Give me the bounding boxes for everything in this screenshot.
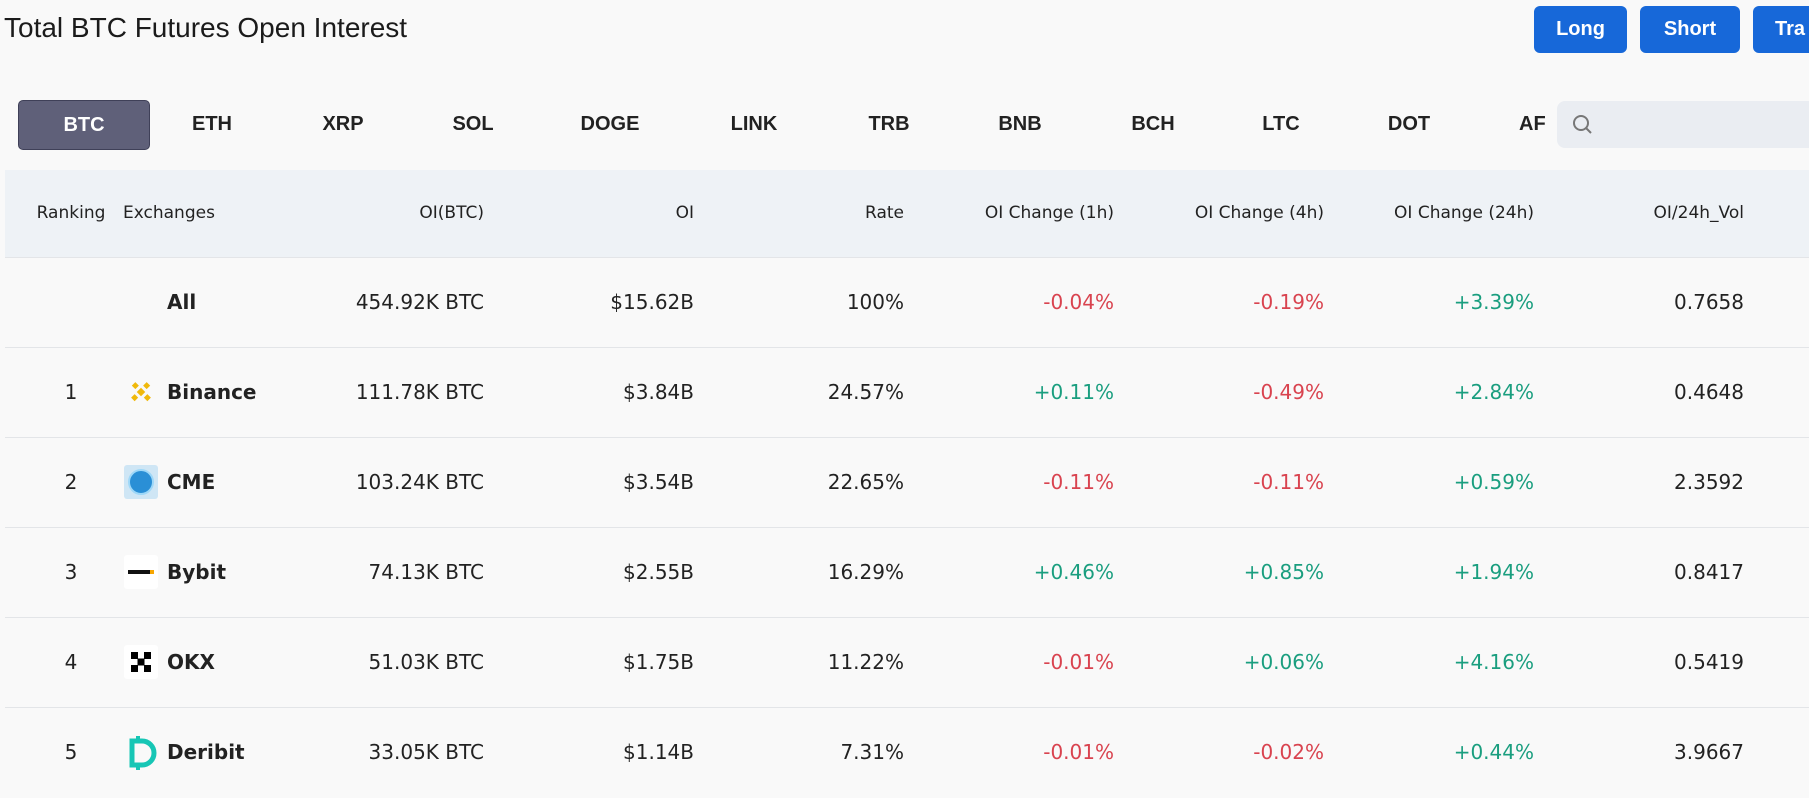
column-header: OI(BTC) — [419, 203, 484, 223]
rank: 3 — [64, 560, 78, 584]
table-cell: +2.84% — [1453, 380, 1534, 404]
coin-tab[interactable]: BNB — [998, 113, 1042, 135]
exchange-name: CME — [167, 470, 216, 494]
table-cell: -0.19% — [1253, 290, 1324, 314]
table-row — [5, 347, 1809, 438]
column-header: OI/24h_Vol — [1653, 203, 1744, 223]
table-cell: +0.59% — [1453, 470, 1534, 494]
table-cell: -0.49% — [1253, 380, 1324, 404]
column-header: OI Change (24h) — [1394, 203, 1534, 223]
column-header: Ranking — [36, 203, 106, 223]
coin-tab[interactable]: BCH — [1131, 113, 1175, 135]
table-cell: 33.05K BTC — [368, 740, 484, 764]
exchange-name: Deribit — [167, 740, 245, 764]
short-button[interactable]: Short — [1640, 6, 1740, 53]
table-cell: -0.04% — [1043, 290, 1114, 314]
table-cell: $1.14B — [623, 740, 694, 764]
exchange-name: Binance — [167, 380, 257, 404]
table-cell: $15.62B — [610, 290, 694, 314]
table-row — [5, 707, 1809, 798]
search-icon — [1573, 115, 1592, 134]
table-cell: -0.02% — [1253, 740, 1324, 764]
search-box[interactable] — [1557, 101, 1809, 148]
coin-tab[interactable]: AF — [1519, 113, 1546, 135]
column-header: OI — [675, 203, 694, 223]
coin-tab[interactable]: XRP — [322, 113, 364, 135]
table-cell: +1.94% — [1453, 560, 1534, 584]
table-row — [5, 527, 1809, 618]
table-cell: +3.39% — [1453, 290, 1534, 314]
table-cell: -0.11% — [1253, 470, 1324, 494]
table-cell: 0.5419 — [1674, 650, 1744, 674]
rank: 2 — [64, 470, 78, 494]
rank: 5 — [64, 740, 78, 764]
exchange-logo — [124, 555, 158, 593]
coin-tab[interactable]: DOT — [1387, 113, 1431, 135]
column-header: OI Change (4h) — [1194, 203, 1324, 223]
table-cell: +4.16% — [1453, 650, 1534, 674]
exchange-logo — [124, 375, 158, 413]
table-cell: 454.92K BTC — [355, 290, 484, 314]
table-cell: 24.57% — [827, 380, 904, 404]
table-row — [5, 617, 1809, 708]
table-cell: +0.06% — [1243, 650, 1324, 674]
table-cell: -0.01% — [1043, 650, 1114, 674]
table-cell: 0.4648 — [1674, 380, 1744, 404]
table-cell: -0.11% — [1043, 470, 1114, 494]
table-cell: 100% — [846, 290, 904, 314]
coin-tab[interactable]: BTC — [18, 100, 150, 150]
table-cell: -0.01% — [1043, 740, 1114, 764]
table-row — [5, 437, 1809, 528]
trade-button[interactable]: Tra — [1753, 6, 1809, 53]
page-title: Total BTC Futures Open Interest — [4, 12, 408, 43]
table-cell: 16.29% — [827, 560, 904, 584]
column-header: OI Change (1h) — [984, 203, 1114, 223]
table-cell: +0.11% — [1033, 380, 1114, 404]
table-cell: 103.24K BTC — [355, 470, 484, 494]
table-cell: +0.44% — [1453, 740, 1534, 764]
long-button[interactable]: Long — [1534, 6, 1627, 53]
table-cell: 74.13K BTC — [368, 560, 484, 584]
rank: 4 — [64, 650, 78, 674]
table-cell: $1.75B — [623, 650, 694, 674]
coin-tab[interactable]: LTC — [1262, 113, 1300, 135]
table-cell: 2.3592 — [1674, 470, 1744, 494]
coin-tab[interactable]: SOL — [452, 113, 494, 135]
exchange-name: All — [167, 290, 197, 314]
coin-tab[interactable]: DOGE — [580, 113, 640, 135]
column-header: Exchanges — [123, 203, 215, 223]
table-cell: 11.22% — [827, 650, 904, 674]
coin-tab[interactable]: LINK — [730, 113, 778, 135]
table-row — [5, 257, 1809, 348]
exchange-logo — [124, 645, 158, 683]
exchange-logo — [124, 735, 160, 775]
coin-tab[interactable]: TRB — [868, 113, 910, 135]
exchange-logo — [124, 465, 158, 503]
column-header: Rate — [865, 203, 904, 223]
table-cell: 0.8417 — [1674, 560, 1744, 584]
table-cell: 0.7658 — [1674, 290, 1744, 314]
coin-tab[interactable]: ETH — [192, 113, 232, 135]
rank: 1 — [64, 380, 78, 404]
table-cell: $2.55B — [623, 560, 694, 584]
table-cell: $3.84B — [623, 380, 694, 404]
table-cell: +0.85% — [1243, 560, 1324, 584]
exchange-name: Bybit — [167, 560, 227, 584]
table-cell: 3.9667 — [1674, 740, 1744, 764]
table-cell: $3.54B — [623, 470, 694, 494]
table-cell: 111.78K BTC — [355, 380, 484, 404]
exchange-name: OKX — [167, 650, 215, 674]
table-cell: 22.65% — [827, 470, 904, 494]
table-cell: +0.46% — [1033, 560, 1114, 584]
table-cell: 51.03K BTC — [368, 650, 484, 674]
table-header — [5, 170, 1809, 257]
table-cell: 7.31% — [840, 740, 904, 764]
